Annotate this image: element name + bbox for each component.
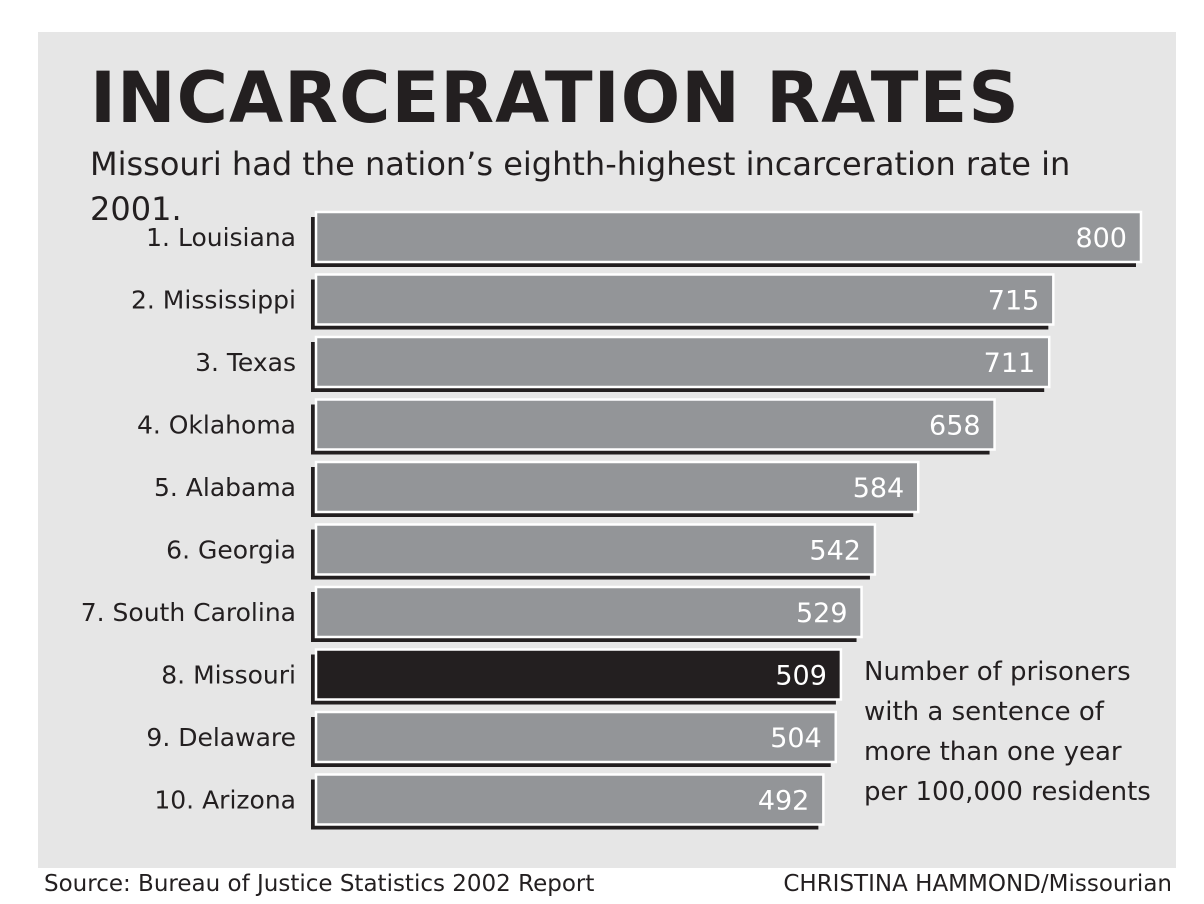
unit-note-line: Number of prisoners xyxy=(864,657,1131,687)
value-label: 715 xyxy=(988,286,1040,317)
value-label: 509 xyxy=(775,661,827,692)
value-label: 492 xyxy=(758,786,810,817)
value-label: 711 xyxy=(984,348,1036,379)
bar xyxy=(314,523,877,576)
category-label: 5. Alabama xyxy=(154,473,296,502)
bar xyxy=(314,460,920,514)
chart-title: INCARCERATION RATES xyxy=(90,57,1020,139)
category-label: 3. Texas xyxy=(195,348,296,377)
value-label: 529 xyxy=(796,598,848,629)
unit-note-line: with a sentence of xyxy=(864,697,1104,727)
bar xyxy=(314,335,1051,389)
bar-highlight xyxy=(314,648,843,701)
value-label: 542 xyxy=(809,536,861,567)
category-label: 9. Delaware xyxy=(146,723,296,752)
unit-note-line: per 100,000 residents xyxy=(864,777,1151,807)
category-label: 4. Oklahoma xyxy=(137,411,296,440)
category-label: 10. Arizona xyxy=(154,786,296,815)
unit-note: Number of prisoners with a sentence of m… xyxy=(864,652,1174,812)
value-label: 800 xyxy=(1075,223,1127,254)
bar xyxy=(314,273,1055,326)
value-label: 504 xyxy=(770,723,822,754)
bar xyxy=(314,210,1143,264)
credit-line: CHRISTINA HAMMOND/Missourian xyxy=(783,871,1172,897)
bar xyxy=(314,710,837,764)
bar xyxy=(314,398,996,451)
category-label: 1. Louisiana xyxy=(146,223,296,252)
bar xyxy=(314,585,863,639)
category-label: 2. Mississippi xyxy=(131,286,296,315)
category-label: 6. Georgia xyxy=(166,536,296,565)
unit-note-line: more than one year xyxy=(864,737,1122,767)
bar xyxy=(314,773,825,826)
category-label: 7. South Carolina xyxy=(81,598,296,627)
category-label: 8. Missouri xyxy=(161,661,296,690)
chart-subtitle: Missouri had the nation’s eighth-highest… xyxy=(90,145,1071,228)
value-label: 658 xyxy=(929,411,981,442)
source-note: Source: Bureau of Justice Statistics 200… xyxy=(44,871,595,897)
value-label: 584 xyxy=(853,473,905,504)
